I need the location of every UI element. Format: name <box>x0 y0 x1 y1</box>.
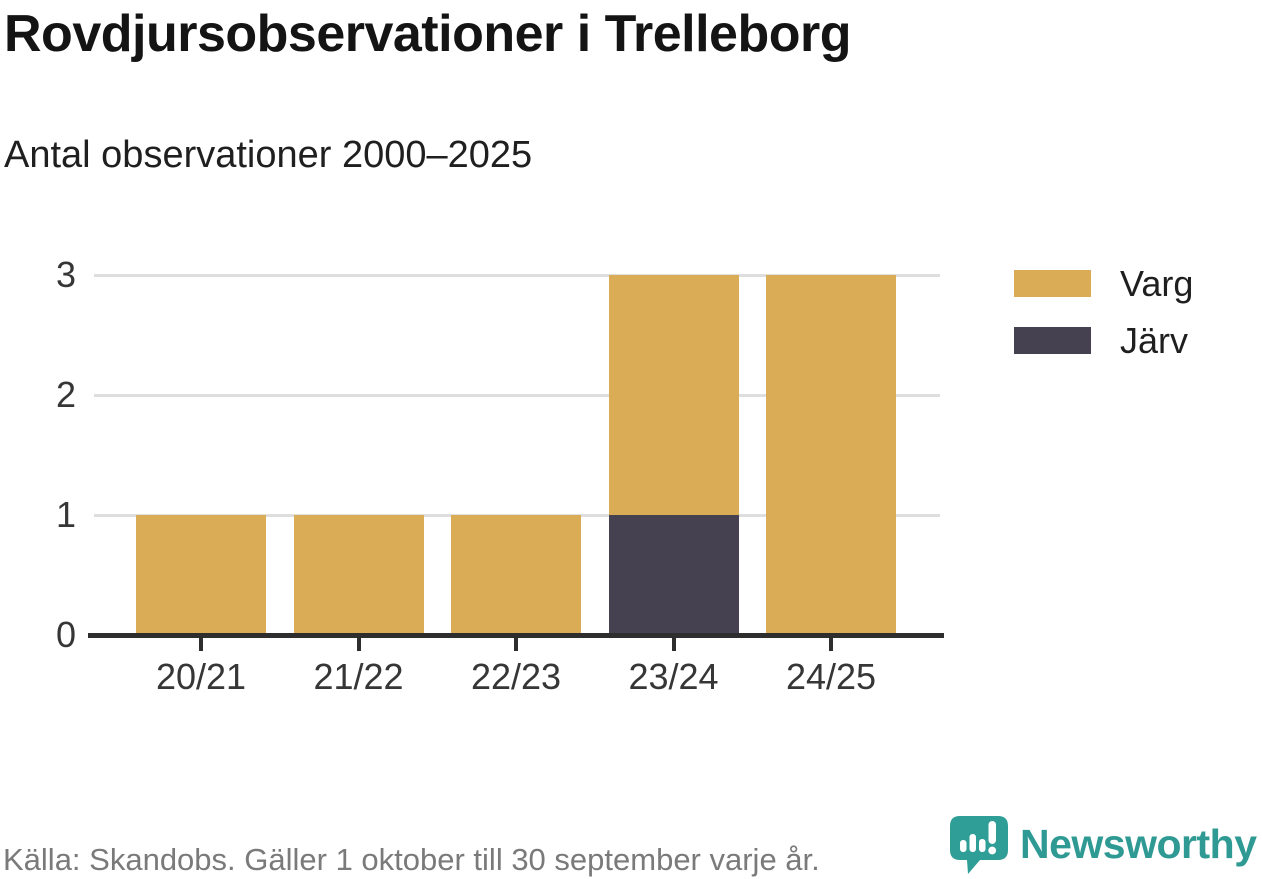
x-tick-20-21 <box>199 638 203 651</box>
legend-item-jarv: Järv <box>1014 319 1193 362</box>
x-tick-label-23-24: 23/24 <box>628 656 719 697</box>
x-tick-label-22-23: 22/23 <box>470 656 562 697</box>
newsworthy-brand-link[interactable]: Newsworthy <box>948 814 1257 874</box>
gridline-y-3 <box>94 273 940 277</box>
bar-23-24 <box>608 275 739 635</box>
x-axis-line <box>88 633 944 638</box>
x-tick-21-22 <box>356 638 361 651</box>
newsworthy-logo-icon <box>950 816 1008 874</box>
chart-title: Rovdjursobservationer i Trelleborg <box>4 5 852 63</box>
legend-item-varg: Varg <box>1014 262 1193 305</box>
bar-segment-varg <box>136 515 266 635</box>
legend-swatch-varg <box>1014 270 1091 297</box>
bar-segment-varg <box>766 275 896 635</box>
bar-21-22 <box>293 275 424 635</box>
newsworthy-wordmark: Newsworthy <box>1020 821 1257 867</box>
x-tick-24-25 <box>829 638 833 651</box>
legend-label-jarv: Järv <box>1120 320 1189 361</box>
plot-area <box>90 273 942 635</box>
legend-label-varg: Varg <box>1120 263 1194 304</box>
legend: Varg Järv <box>1014 262 1193 376</box>
y-tick-label-3: 3 <box>55 254 76 295</box>
bar-22-23 <box>451 275 581 635</box>
x-tick-label-20-21: 20/21 <box>155 656 247 697</box>
x-tick-label-24-25: 24/25 <box>785 656 877 697</box>
bar-segment-varg <box>451 515 581 635</box>
legend-swatch-jarv <box>1014 327 1091 354</box>
y-tick-label-2: 2 <box>55 374 76 415</box>
y-tick-label-1: 1 <box>55 494 76 535</box>
x-tick-22-23 <box>514 638 518 651</box>
bar-20-21 <box>136 275 266 635</box>
gridline-y-2 <box>94 393 940 397</box>
bar-segment-järv <box>608 515 739 635</box>
bar-segment-varg <box>293 515 424 635</box>
chart-subtitle: Antal observationer 2000–2025 <box>4 134 533 176</box>
y-tick-label-0: 0 <box>55 614 76 655</box>
source-note: Källa: Skandobs. Gäller 1 oktober till 3… <box>3 842 820 877</box>
x-tick-label-21-22: 21/22 <box>313 656 404 697</box>
bar-24-25 <box>766 275 896 635</box>
bar-segment-varg <box>608 275 739 515</box>
x-tick-23-24 <box>671 638 676 651</box>
